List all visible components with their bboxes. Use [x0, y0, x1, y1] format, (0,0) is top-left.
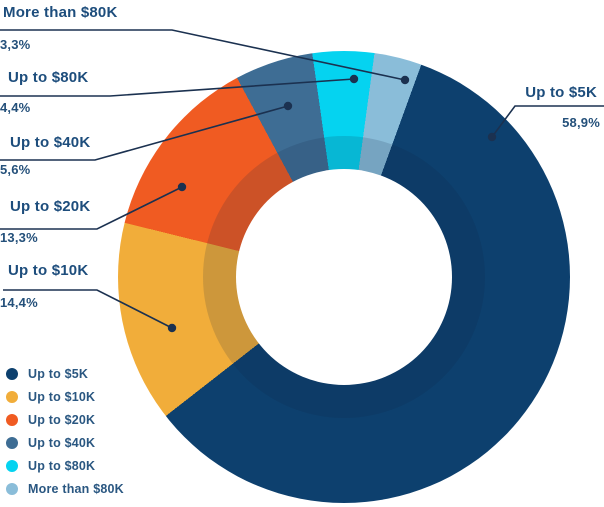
legend-item-label: More than $80K: [28, 482, 124, 496]
callout-label-up-to-40k: Up to $40K: [10, 134, 91, 151]
callout-pct-up-to-20k: 13,3%: [0, 230, 38, 245]
leader-dot-up-to-5k: [487, 132, 497, 142]
callout-label-up-to-5k: Up to $5K: [525, 84, 597, 101]
legend-item-up-to-40k: Up to $40K: [6, 436, 124, 450]
legend-item-up-to-80k: Up to $80K: [6, 459, 124, 473]
leader-line-up-to-20k: [0, 186, 183, 230]
legend-item-label: Up to $40K: [28, 436, 96, 450]
legend-dot-up-to-10k: [6, 391, 18, 403]
leader-line-up-to-5k: [491, 105, 604, 138]
legend-item-more-than-80k: More than $80K: [6, 482, 124, 496]
leader-dot-up-to-40k: [283, 101, 293, 111]
legend-item-up-to-20k: Up to $20K: [6, 413, 124, 427]
callout-label-up-to-80k: Up to $80K: [8, 69, 89, 86]
callout-pct-more-than-80k: 3,3%: [0, 37, 31, 52]
donut-hole: [236, 169, 452, 385]
leader-dot-up-to-80k: [349, 74, 359, 84]
callout-pct-up-to-80k: 4,4%: [0, 100, 31, 115]
leader-line-up-to-40k: [0, 105, 289, 161]
legend-dot-up-to-40k: [6, 437, 18, 449]
callout-pct-up-to-40k: 5,6%: [0, 162, 31, 177]
legend-item-up-to-10k: Up to $10K: [6, 390, 124, 404]
leader-dot-up-to-20k: [177, 182, 187, 192]
callout-label-more-than-80k: More than $80K: [3, 4, 118, 21]
leader-dot-more-than-80k: [400, 75, 410, 85]
callout-pct-up-to-5k: 58,9%: [562, 115, 600, 130]
legend-item-label: Up to $5K: [28, 367, 89, 381]
callout-label-up-to-20k: Up to $20K: [10, 198, 91, 215]
legend-dot-up-to-20k: [6, 414, 18, 426]
leader-line-up-to-80k: [0, 78, 355, 97]
leader-dot-up-to-10k: [167, 323, 177, 333]
legend-item-up-to-5k: Up to $5K: [6, 367, 124, 381]
legend-item-label: Up to $20K: [28, 413, 96, 427]
leader-line-more-than-80k: [0, 29, 406, 81]
leader-line-up-to-10k: [3, 289, 173, 329]
callout-pct-up-to-10k: 14,4%: [0, 295, 38, 310]
callout-label-up-to-10k: Up to $10K: [8, 262, 89, 279]
legend: Up to $5K Up to $10K Up to $20K Up to $4…: [6, 367, 124, 496]
legend-dot-up-to-80k: [6, 460, 18, 472]
legend-item-label: Up to $10K: [28, 390, 96, 404]
legend-dot-more-than-80k: [6, 483, 18, 495]
legend-item-label: Up to $80K: [28, 459, 96, 473]
legend-dot-up-to-5k: [6, 368, 18, 380]
